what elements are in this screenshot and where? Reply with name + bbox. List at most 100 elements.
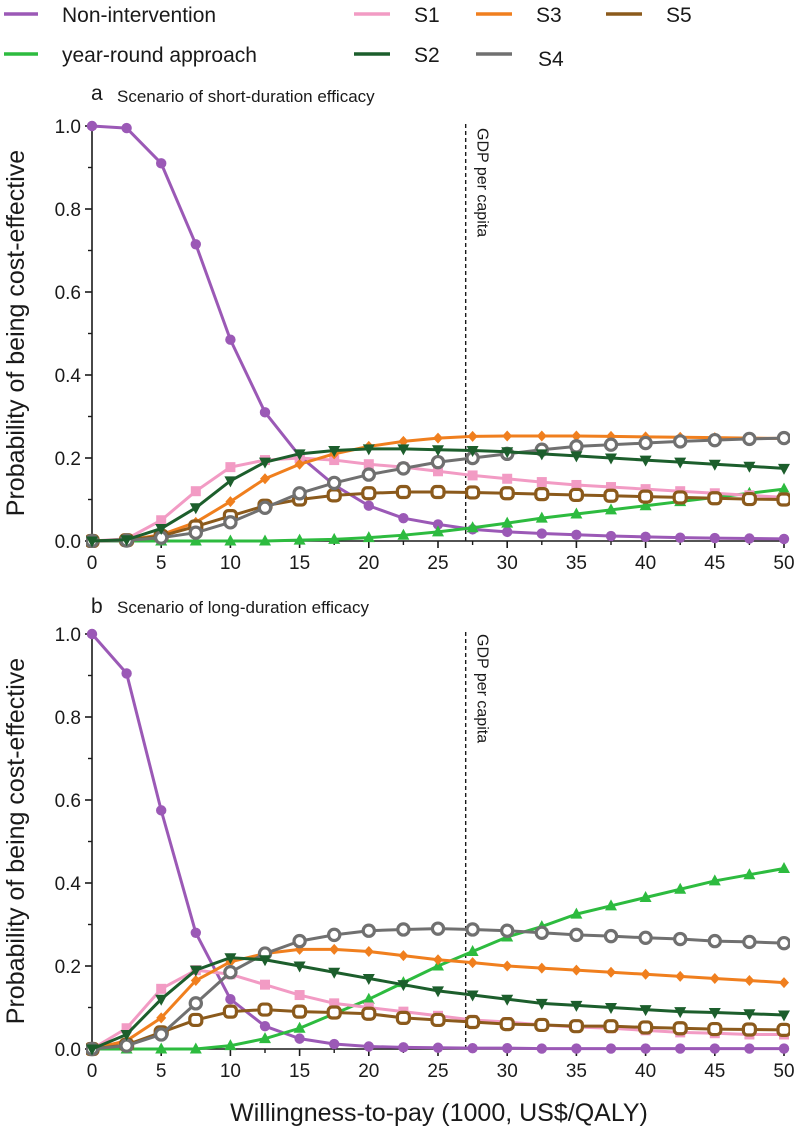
panel-a-point-s2 [293, 449, 306, 461]
panel-a-point-s5 [465, 485, 481, 500]
panel-b-point-s4 [430, 921, 446, 936]
panel-b-point-nonint [121, 668, 132, 679]
panel-a-point-s2 [605, 453, 617, 465]
panel-b-point-yearround [605, 899, 617, 911]
panel-a-point-nonint [86, 120, 98, 132]
panel-a-series [86, 120, 790, 548]
panel-b-point-nonint [398, 1042, 409, 1053]
panel-a-point-yearround [639, 499, 652, 511]
panel-a-point-s5 [361, 486, 377, 501]
panel-b-point-s4 [603, 928, 619, 944]
panel-b-point-s2 [432, 986, 444, 998]
panel-b-point-s2 [362, 973, 375, 985]
panel-b-point-s5 [188, 1012, 204, 1028]
panel-a-point-s4 [638, 435, 653, 451]
panel-a-point-s2 [674, 457, 687, 469]
panel-a-point-s2 [224, 476, 237, 488]
panel-a-x-tick-label: 0 [87, 553, 98, 574]
panel-a-point-nonint [571, 529, 582, 540]
panel-a-point-s4 [707, 432, 723, 448]
panel-a-point-yearround [328, 532, 341, 544]
panel-a-x-tick-label: 25 [427, 553, 448, 574]
panel-b-point-yearround [259, 1032, 271, 1044]
panel-a-y-tick-label: 0.6 [55, 283, 81, 304]
legend-item-s5: S5 [606, 4, 692, 27]
panel-b-point-s5 [568, 1019, 585, 1034]
panel-a-point-nonint [605, 530, 617, 542]
panel-b-point-s3 [502, 960, 513, 972]
panel-b-point-s4 [776, 935, 790, 951]
panel-a-point-nonint [190, 239, 201, 250]
panel-b-point-s4 [673, 931, 688, 947]
panel-a-point-yearround [570, 507, 583, 519]
legend-item-s1: S1 [354, 4, 440, 27]
panel-a-point-s2 [259, 457, 271, 469]
panel-b-point-s3 [156, 1012, 167, 1024]
panel-a-point-s2 [570, 451, 583, 463]
panel-b-series [86, 628, 790, 1057]
panel-a-point-s4 [569, 439, 584, 454]
panel-b-series-s4 [86, 921, 790, 1057]
panel-b-point-yearround [155, 1042, 168, 1054]
panel-a-point-nonint [502, 526, 513, 538]
panel-b-point-s5 [499, 1016, 515, 1032]
panel-a-point-s2 [328, 446, 341, 458]
panel-b-point-s2 [120, 1029, 133, 1041]
panel-a-x-tick-label: 20 [358, 553, 379, 574]
panel-a-point-s4 [673, 434, 688, 449]
panel-a-y-tick-label: 0.2 [55, 449, 81, 470]
panel-a-point-yearround [535, 511, 548, 523]
panel-a-point-s1 [363, 459, 374, 470]
panel-b-point-nonint [778, 1043, 790, 1054]
panel-b-point-s1 [260, 979, 270, 990]
panel-b-x-tick-label: 35 [566, 1061, 587, 1082]
panel-a-point-yearround [362, 531, 375, 543]
panel-a-point-s4 [327, 475, 342, 491]
panel-b-point-s2 [535, 998, 548, 1010]
panel-b-x-tick-label: 40 [635, 1061, 656, 1082]
panel-b-point-nonint [329, 1038, 340, 1050]
panel-a-point-s5 [776, 492, 790, 507]
panel-b-series-s2 [86, 953, 790, 1056]
panel-b-point-s3 [536, 962, 547, 974]
panel-b-point-s4 [327, 927, 342, 943]
panel-a-y-tick-label: 1.0 [55, 117, 81, 138]
panel-a-x-tick-label: 5 [156, 553, 167, 574]
panel-b-point-s5 [326, 1005, 342, 1020]
panel-a-point-s3 [294, 458, 305, 470]
panel-b-point-s3 [675, 970, 686, 982]
panel-a-point-s5 [534, 487, 550, 502]
legend-label-s1: S1 [414, 4, 440, 27]
panel-a-point-yearround [259, 534, 271, 546]
panel-b-point-s2 [639, 1005, 652, 1017]
panel-a-point-yearround [432, 525, 444, 537]
panel-a-point-s2 [743, 461, 756, 473]
panel-a-point-s2 [708, 459, 721, 471]
panel-a-point-s3 [398, 435, 409, 447]
panel-b-point-s1 [121, 1023, 132, 1034]
panel-a-point-s1 [571, 479, 582, 490]
panel-b-point-nonint [571, 1043, 582, 1054]
panel-b-point-s4 [707, 933, 723, 949]
panel-b-gdp-reference: GDP per capita [464, 632, 491, 1049]
panel-a-point-s4 [361, 467, 376, 482]
panel-a-letter: a [91, 82, 103, 105]
panel-b-point-yearround [466, 944, 479, 956]
panel-a-point-yearround [224, 534, 237, 546]
panel-a-point-s1 [606, 482, 616, 493]
panel-a-point-s3 [502, 430, 513, 442]
panel-b-y-tick-label: 1.0 [55, 625, 81, 646]
panel-a-point-s2 [397, 444, 410, 456]
panel-b-point-nonint [294, 1033, 305, 1044]
panel-b-point-s1 [294, 990, 305, 1001]
panel-b-y-tick-label: 0.0 [55, 1040, 81, 1061]
panel-b-point-s3 [709, 972, 720, 984]
panel-b-point-yearround [708, 874, 721, 886]
legend-item-s4: S4 [476, 48, 564, 71]
panel-a-point-s2 [535, 449, 548, 461]
panel-a-x-tick-label: 30 [497, 553, 518, 574]
panel-b-x-tick-label: 50 [773, 1061, 794, 1082]
panel-a-point-s4 [396, 461, 411, 476]
panel-a-point-s1 [467, 470, 478, 481]
panel-b-point-s3 [190, 975, 201, 987]
